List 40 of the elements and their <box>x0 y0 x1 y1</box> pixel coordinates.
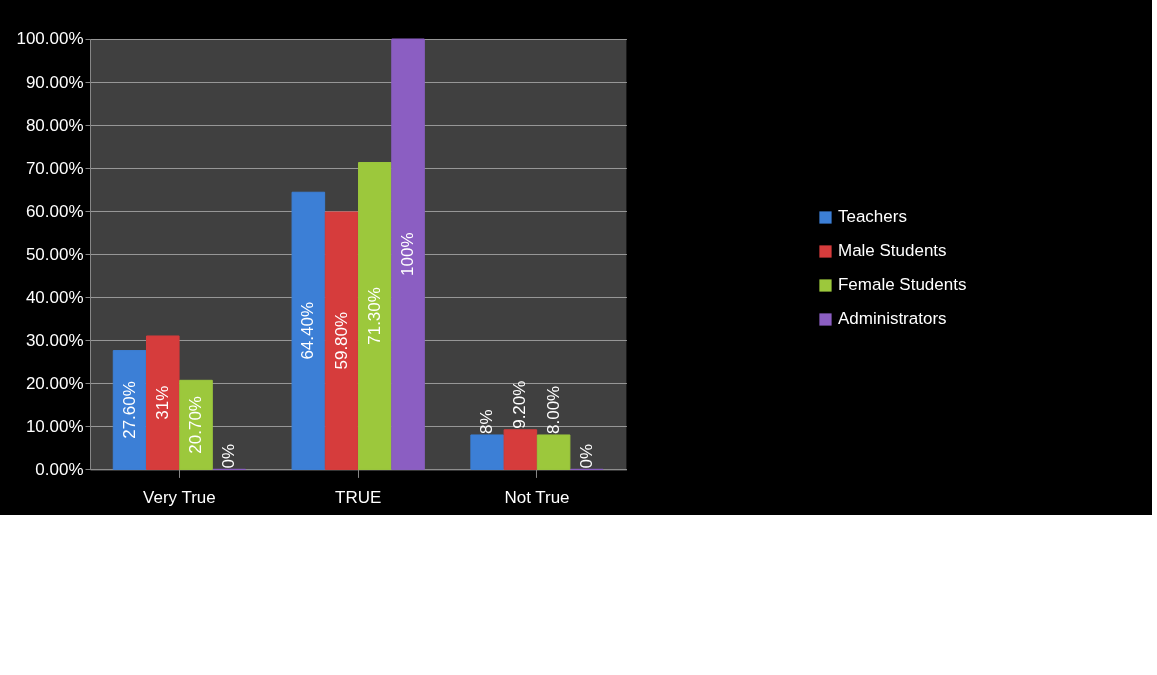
y-tick-label: 50.00% <box>25 244 84 264</box>
legend-label: Male Students <box>837 241 947 261</box>
bar <box>470 434 504 470</box>
y-tick-label: 40.00% <box>25 287 84 307</box>
x-tick-label: TRUE <box>335 487 382 507</box>
data-label: 59.80% <box>331 311 351 370</box>
y-tick-label: 90.00% <box>25 72 84 92</box>
data-label: 8.00% <box>543 385 563 434</box>
data-label: 64.40% <box>298 302 318 360</box>
data-label: 0% <box>576 443 596 469</box>
bar <box>146 335 180 470</box>
y-tick-label: 60.00% <box>25 201 84 221</box>
data-label: 27.60% <box>119 381 139 439</box>
bar <box>179 379 213 470</box>
data-label: 20.70% <box>186 396 206 454</box>
data-label: 31% <box>152 385 172 420</box>
y-tick-label: 30.00% <box>25 330 84 350</box>
bar <box>536 434 571 470</box>
y-tick-label: 0.00% <box>35 459 84 479</box>
legend-label: Female Students <box>837 275 967 295</box>
legend-label: Administrators <box>837 309 947 329</box>
data-label: 100% <box>398 232 418 276</box>
legend-label: Teachers <box>837 207 907 227</box>
data-label: 8% <box>477 409 497 434</box>
bar <box>291 191 326 470</box>
data-label: 71.30% <box>364 287 384 345</box>
bar <box>391 38 425 470</box>
data-label: 9.20% <box>510 380 530 429</box>
y-tick-label: 20.00% <box>25 373 84 393</box>
y-tick-label: 70.00% <box>25 158 84 178</box>
y-tick-label: 100.00% <box>16 29 84 49</box>
bar <box>358 162 392 470</box>
data-label: 0% <box>219 443 239 469</box>
bar <box>324 211 359 470</box>
bar <box>503 429 538 470</box>
y-tick-label: 80.00% <box>25 115 84 135</box>
y-tick-label: 10.00% <box>25 416 84 436</box>
x-tick-label: Very True <box>143 487 216 507</box>
bar <box>112 350 147 470</box>
x-tick-label: Not True <box>504 487 570 507</box>
